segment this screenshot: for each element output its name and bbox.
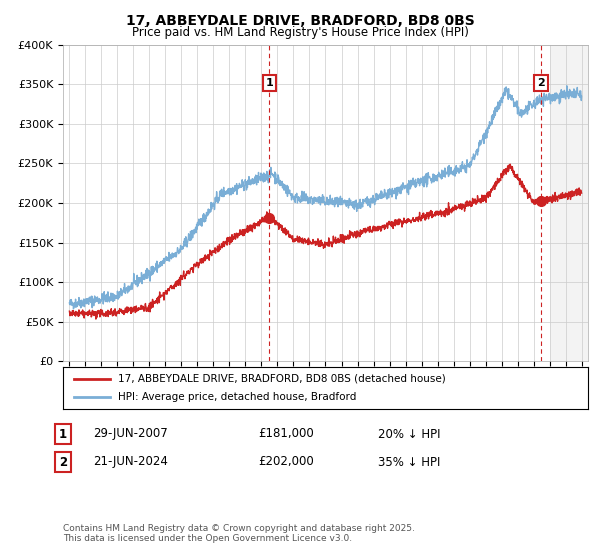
Text: £181,000: £181,000 xyxy=(258,427,314,441)
Text: 35% ↓ HPI: 35% ↓ HPI xyxy=(378,455,440,469)
Text: Price paid vs. HM Land Registry's House Price Index (HPI): Price paid vs. HM Land Registry's House … xyxy=(131,26,469,39)
Text: 2: 2 xyxy=(537,78,545,88)
Text: 17, ABBEYDALE DRIVE, BRADFORD, BD8 0BS (detached house): 17, ABBEYDALE DRIVE, BRADFORD, BD8 0BS (… xyxy=(118,374,446,384)
Text: 1: 1 xyxy=(266,78,274,88)
Text: 20% ↓ HPI: 20% ↓ HPI xyxy=(378,427,440,441)
Text: 1: 1 xyxy=(59,427,67,441)
Bar xyxy=(550,45,588,361)
Text: Contains HM Land Registry data © Crown copyright and database right 2025.
This d: Contains HM Land Registry data © Crown c… xyxy=(63,524,415,543)
Text: HPI: Average price, detached house, Bradford: HPI: Average price, detached house, Brad… xyxy=(118,392,356,402)
Text: £202,000: £202,000 xyxy=(258,455,314,469)
Text: 29-JUN-2007: 29-JUN-2007 xyxy=(93,427,168,441)
Text: 21-JUN-2024: 21-JUN-2024 xyxy=(93,455,168,469)
Text: 17, ABBEYDALE DRIVE, BRADFORD, BD8 0BS: 17, ABBEYDALE DRIVE, BRADFORD, BD8 0BS xyxy=(125,14,475,28)
Text: 2: 2 xyxy=(59,455,67,469)
